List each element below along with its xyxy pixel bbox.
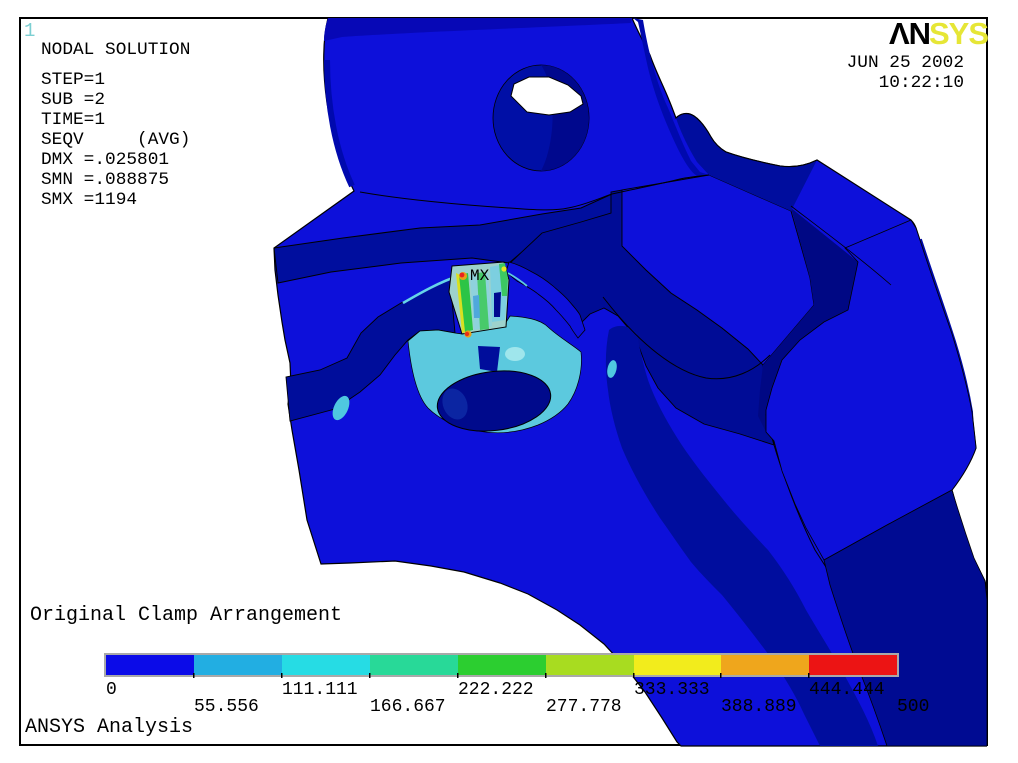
svg-text:NODAL SOLUTION: NODAL SOLUTION	[41, 40, 190, 60]
svg-text:1: 1	[24, 20, 35, 42]
svg-text:166.667: 166.667	[370, 697, 446, 717]
svg-text:DMX =.025801: DMX =.025801	[41, 150, 169, 170]
svg-text:333.333: 333.333	[634, 680, 710, 700]
svg-text:444.444: 444.444	[809, 680, 885, 700]
svg-text:MX: MX	[470, 267, 490, 285]
svg-text:10:22:10: 10:22:10	[879, 73, 964, 93]
svg-text:SYS: SYS	[929, 16, 988, 51]
svg-text:ANSYS Analysis: ANSYS Analysis	[25, 716, 193, 739]
svg-text:388.889: 388.889	[721, 697, 797, 717]
svg-text:111.111: 111.111	[282, 680, 358, 700]
svg-text:SMN =.088875: SMN =.088875	[41, 170, 169, 190]
svg-text:SMX =1194: SMX =1194	[41, 190, 137, 210]
svg-text:55.556: 55.556	[194, 697, 259, 717]
svg-text:0: 0	[106, 680, 117, 700]
svg-text:TIME=1: TIME=1	[41, 110, 105, 130]
svg-text:ΛN: ΛN	[889, 16, 930, 51]
svg-text:500: 500	[897, 697, 929, 717]
svg-text:SEQV (AVG): SEQV (AVG)	[41, 130, 190, 150]
svg-text:Original Clamp Arrangement: Original Clamp Arrangement	[30, 604, 342, 627]
svg-text:277.778: 277.778	[546, 697, 622, 717]
svg-text:STEP=1: STEP=1	[41, 70, 105, 90]
svg-text:JUN 25 2002: JUN 25 2002	[847, 53, 964, 73]
svg-text:SUB =2: SUB =2	[41, 90, 105, 110]
svg-text:222.222: 222.222	[458, 680, 534, 700]
